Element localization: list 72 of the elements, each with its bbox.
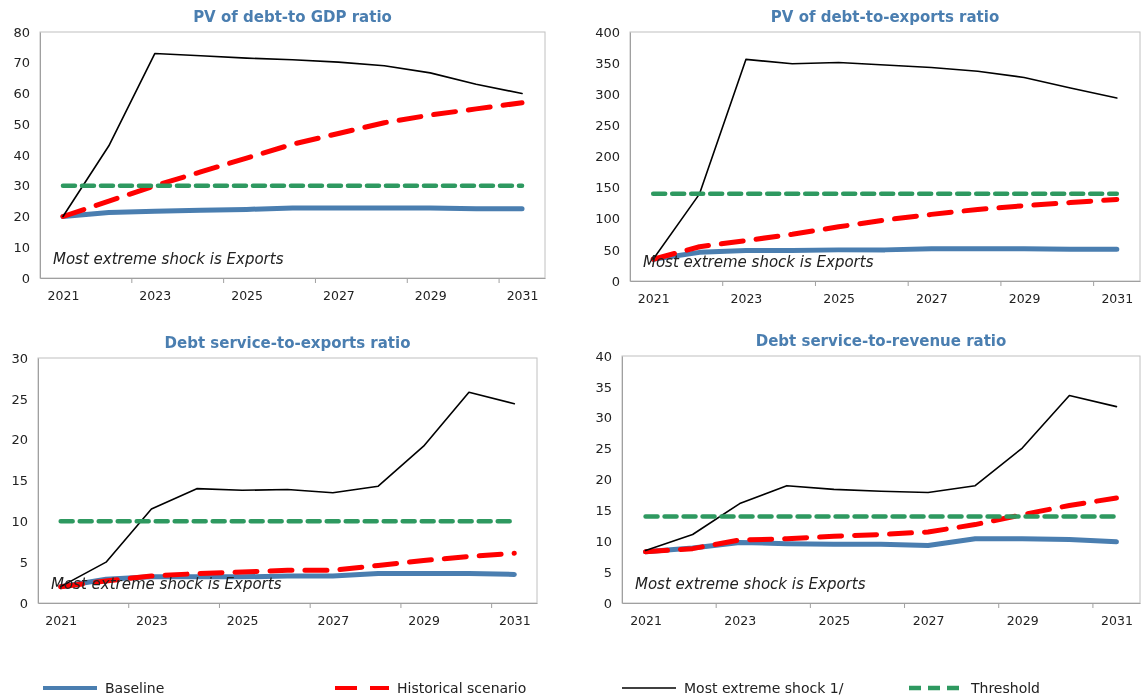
annotation: Most extreme shock is Exports bbox=[51, 575, 282, 593]
y-tick-label: 20 bbox=[13, 209, 30, 225]
x-tick-label: 2021 bbox=[630, 612, 662, 628]
x-tick-label: 2031 bbox=[1101, 290, 1134, 306]
x-tick-label: 2021 bbox=[45, 612, 78, 628]
x-tick-label: 2023 bbox=[136, 612, 168, 628]
y-tick-label: 25 bbox=[11, 391, 28, 407]
x-tick-label: 2029 bbox=[1008, 290, 1041, 306]
y-tick-label: 50 bbox=[603, 242, 620, 258]
annotation: Most extreme shock is Exports bbox=[635, 575, 866, 593]
y-tick-label: 0 bbox=[611, 273, 620, 289]
chart-title: Debt service-to-exports ratio bbox=[164, 334, 411, 352]
y-tick-label: 300 bbox=[595, 86, 620, 102]
chart-title: PV of debt-to GDP ratio bbox=[193, 8, 392, 26]
y-tick-label: 5 bbox=[603, 564, 612, 580]
y-tick-label: 35 bbox=[595, 379, 612, 395]
y-tick-label: 10 bbox=[13, 239, 30, 255]
y-tick-label: 0 bbox=[603, 595, 612, 611]
x-tick-label: 2025 bbox=[823, 290, 856, 306]
line-series bbox=[644, 394, 1118, 552]
y-tick-label: 30 bbox=[595, 410, 612, 426]
y-tick-label: 15 bbox=[11, 473, 28, 489]
y-tick-label: 10 bbox=[11, 513, 28, 529]
y-tick-label: 100 bbox=[595, 211, 620, 227]
legend-label: Most extreme shock 1/ bbox=[684, 680, 844, 696]
y-tick-label: 5 bbox=[19, 554, 28, 570]
x-tick-label: 2025 bbox=[226, 612, 259, 628]
x-tick-label: 2031 bbox=[498, 612, 531, 628]
x-tick-label: 2027 bbox=[912, 612, 945, 628]
x-tick-label: 2031 bbox=[1101, 612, 1133, 628]
x-tick-label: 2029 bbox=[1006, 612, 1039, 628]
y-tick-label: 20 bbox=[595, 472, 612, 488]
y-tick-label: 30 bbox=[11, 350, 28, 366]
y-tick-label: 0 bbox=[21, 270, 30, 286]
y-tick-label: 15 bbox=[595, 503, 612, 519]
legend-label: Threshold bbox=[970, 680, 1040, 696]
x-tick-label: 2029 bbox=[408, 612, 441, 628]
y-tick-label: 60 bbox=[13, 86, 30, 102]
x-tick-label: 2021 bbox=[637, 290, 670, 306]
y-tick-label: 20 bbox=[11, 432, 28, 448]
x-tick-label: 2021 bbox=[47, 287, 80, 303]
y-tick-label: 350 bbox=[595, 55, 620, 71]
y-tick-label: 150 bbox=[595, 180, 620, 196]
x-tick-label: 2027 bbox=[323, 287, 355, 303]
y-tick-label: 40 bbox=[13, 147, 30, 163]
y-tick-label: 80 bbox=[13, 24, 30, 40]
y-tick-label: 70 bbox=[13, 55, 30, 71]
x-tick-label: 2023 bbox=[724, 612, 757, 628]
y-tick-label: 0 bbox=[19, 595, 28, 611]
line-series bbox=[62, 52, 523, 218]
y-tick-label: 250 bbox=[595, 118, 620, 134]
annotation: Most extreme shock is Exports bbox=[643, 253, 874, 271]
x-tick-label: 2029 bbox=[414, 287, 447, 303]
x-tick-label: 2023 bbox=[139, 287, 172, 303]
x-tick-label: 2023 bbox=[730, 290, 763, 306]
y-tick-label: 200 bbox=[595, 149, 620, 165]
annotation: Most extreme shock is Exports bbox=[53, 250, 284, 268]
x-tick-label: 2031 bbox=[506, 287, 539, 303]
y-tick-label: 25 bbox=[595, 441, 612, 457]
y-tick-label: 50 bbox=[13, 116, 30, 132]
y-tick-label: 30 bbox=[13, 178, 30, 194]
x-tick-label: 2027 bbox=[317, 612, 350, 628]
y-tick-label: 400 bbox=[595, 24, 620, 40]
x-tick-label: 2025 bbox=[818, 612, 851, 628]
chart-title: Debt service-to-revenue ratio bbox=[755, 332, 1007, 350]
x-tick-label: 2027 bbox=[915, 290, 948, 306]
legend-label: Historical scenario bbox=[397, 680, 527, 696]
y-tick-label: 10 bbox=[595, 533, 612, 549]
chart-title: PV of debt-to-exports ratio bbox=[770, 8, 1000, 26]
legend-label: Baseline bbox=[105, 680, 165, 696]
y-tick-label: 40 bbox=[595, 348, 612, 364]
x-tick-label: 2025 bbox=[231, 287, 263, 303]
